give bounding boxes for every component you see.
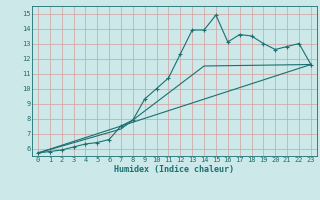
X-axis label: Humidex (Indice chaleur): Humidex (Indice chaleur) [115, 165, 234, 174]
